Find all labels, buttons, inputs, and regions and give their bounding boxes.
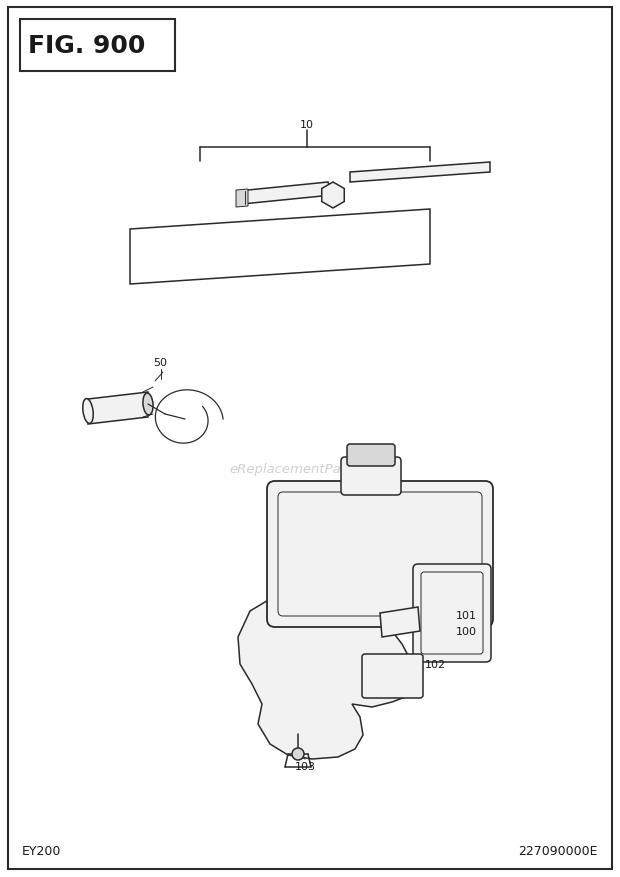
Text: 103: 103 <box>294 761 316 771</box>
Polygon shape <box>380 607 420 638</box>
Text: FIG. 900: FIG. 900 <box>28 34 145 58</box>
Polygon shape <box>236 189 248 208</box>
FancyBboxPatch shape <box>341 458 401 496</box>
Text: 100: 100 <box>456 626 477 637</box>
Polygon shape <box>238 595 415 759</box>
Text: 227090000E: 227090000E <box>518 844 598 857</box>
FancyBboxPatch shape <box>347 445 395 467</box>
Text: 102: 102 <box>425 660 446 669</box>
Polygon shape <box>238 182 332 204</box>
Polygon shape <box>88 393 148 424</box>
FancyBboxPatch shape <box>362 654 423 698</box>
Polygon shape <box>350 163 490 182</box>
Text: 50: 50 <box>153 358 167 367</box>
Text: 10: 10 <box>300 120 314 130</box>
Circle shape <box>292 748 304 760</box>
Ellipse shape <box>143 394 153 416</box>
Polygon shape <box>322 182 344 209</box>
Text: 101: 101 <box>456 610 477 620</box>
FancyBboxPatch shape <box>413 565 491 662</box>
FancyBboxPatch shape <box>267 481 493 627</box>
Ellipse shape <box>82 399 93 424</box>
Bar <box>20 20 175 72</box>
Text: EY200: EY200 <box>22 844 61 857</box>
Text: eReplacementParts.com: eReplacementParts.com <box>229 463 391 476</box>
